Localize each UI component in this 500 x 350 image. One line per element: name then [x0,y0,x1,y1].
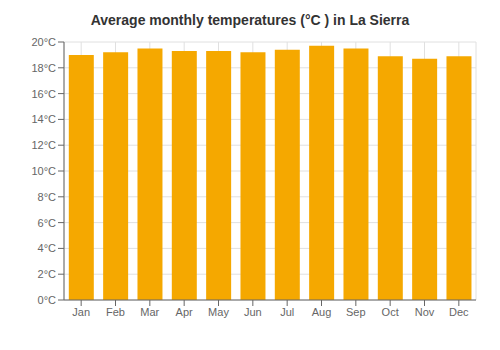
svg-text:2°C: 2°C [38,268,57,280]
svg-text:12°C: 12°C [31,139,56,151]
svg-text:Nov: Nov [415,306,435,318]
html-text:Average monthly temperatures (: Average monthly temperatures (°C ) in La… [90,12,410,28]
svg-text:18°C: 18°C [31,62,56,74]
svg-text:6°C: 6°C [38,217,57,229]
svg-text:20°C: 20°C [31,36,56,48]
svg-text:Apr: Apr [176,306,193,318]
svg-text:Aug: Aug [312,306,332,318]
svg-text:16°C: 16°C [31,88,56,100]
svg-text:4°C: 4°C [38,242,57,254]
svg-text:Sep: Sep [346,306,366,318]
svg-text:Oct: Oct [382,306,399,318]
svg-text:Jun: Jun [244,306,262,318]
svg-text:8°C: 8°C [38,191,57,203]
svg-text:Feb: Feb [106,306,125,318]
svg-text:0°C: 0°C [38,294,57,306]
svg-text:Jan: Jan [72,306,90,318]
svg-text:14°C: 14°C [31,113,56,125]
svg-text:10°C: 10°C [31,165,56,177]
svg-text:Mar: Mar [140,306,159,318]
svg-text:Dec: Dec [449,306,469,318]
svg-text:Jul: Jul [280,306,294,318]
svg-text:May: May [208,306,229,318]
